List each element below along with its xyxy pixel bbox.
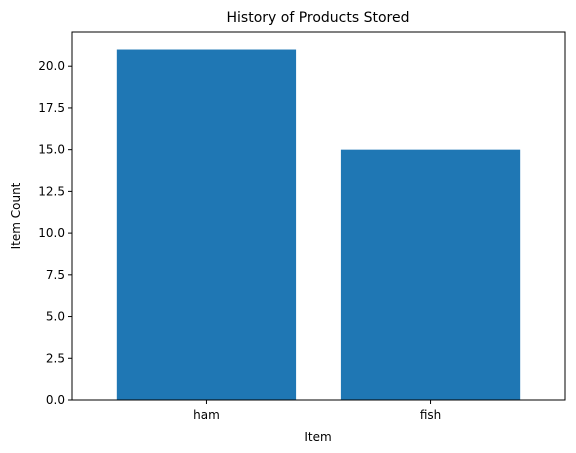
y-tick-label: 0.0: [46, 393, 65, 407]
y-tick-label: 12.5: [38, 184, 65, 198]
y-tick-label: 5.0: [46, 310, 65, 324]
y-tick-label: 15.0: [38, 143, 65, 157]
y-tick-label: 10.0: [38, 226, 65, 240]
bar-fish: [340, 149, 521, 400]
y-tick-label: 20.0: [38, 59, 65, 73]
x-axis-label: Item: [304, 430, 331, 444]
y-tick-label: 7.5: [46, 268, 65, 282]
x-axis-ticks: ham fish: [193, 400, 441, 422]
x-tick-label: fish: [420, 408, 441, 422]
y-axis-ticks: 0.0 2.5 5.0 7.5 10.0 12.5 15.0 17.5 20.0: [38, 59, 72, 407]
chart-title: History of Products Stored: [227, 10, 410, 26]
y-axis-label: Item Count: [9, 182, 23, 249]
x-tick-label: ham: [193, 408, 220, 422]
plot-frame: [71, 31, 566, 401]
bar-ham: [116, 49, 297, 401]
y-tick-label: 2.5: [46, 351, 65, 365]
plot-area: [116, 49, 521, 401]
y-tick-label: 17.5: [38, 101, 65, 115]
